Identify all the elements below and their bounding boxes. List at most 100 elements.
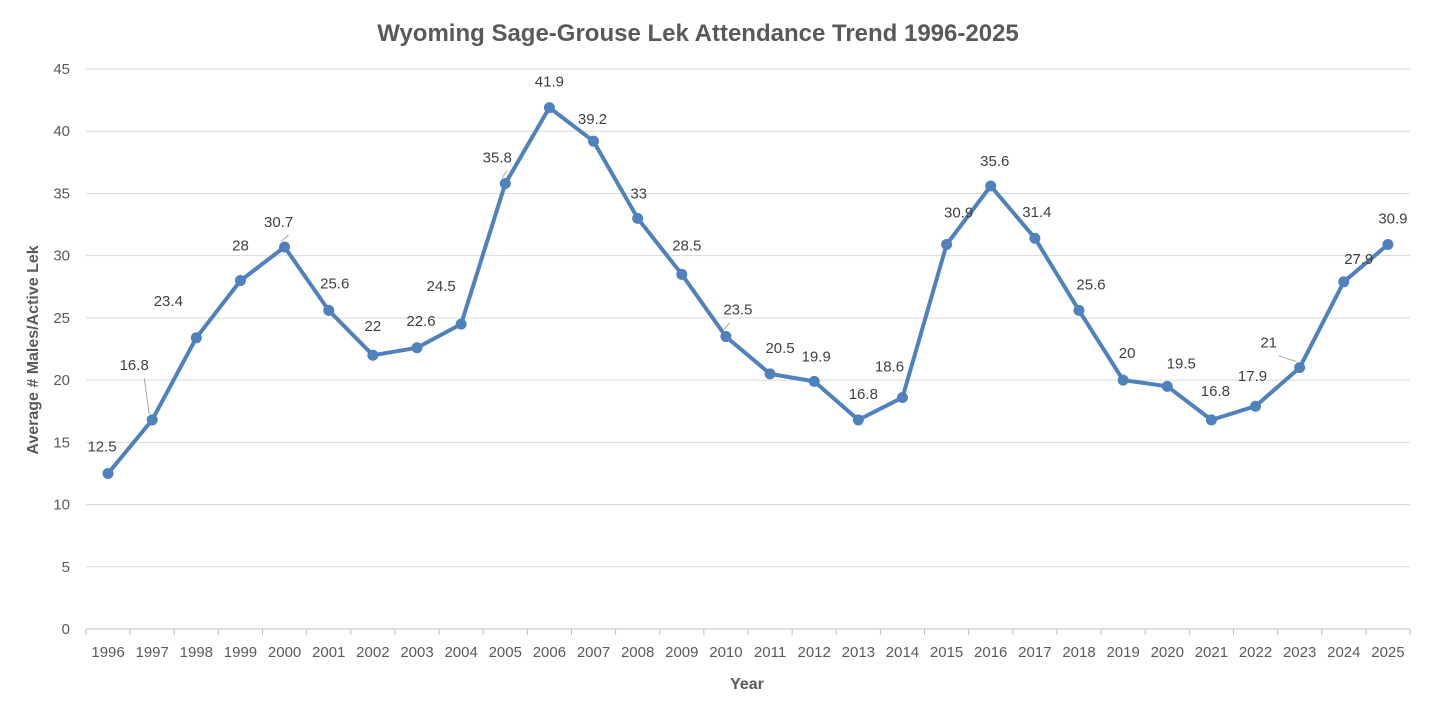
data-point <box>1029 232 1041 244</box>
x-tick-label: 2011 <box>754 644 786 661</box>
data-label: 27.9 <box>1344 251 1373 268</box>
data-point <box>764 368 776 380</box>
data-label: 23.5 <box>723 302 752 319</box>
data-point <box>676 268 688 280</box>
data-point <box>146 414 158 426</box>
y-tick-label: 30 <box>53 248 70 265</box>
x-tick-label: 2020 <box>1151 644 1184 661</box>
data-point <box>543 102 555 114</box>
data-label: 22.6 <box>406 313 435 330</box>
x-tick-label: 2018 <box>1062 644 1095 661</box>
data-point <box>896 392 908 404</box>
data-label: 41.9 <box>535 74 564 91</box>
data-point <box>1382 238 1394 250</box>
data-point <box>1205 414 1217 426</box>
data-point <box>234 275 246 287</box>
data-point <box>808 375 820 387</box>
series-line-layer <box>106 105 1390 476</box>
data-label: 23.4 <box>154 293 183 310</box>
data-point <box>323 304 335 316</box>
x-tick-label: 1996 <box>91 644 124 661</box>
data-label: 21 <box>1260 335 1277 352</box>
data-point <box>1250 400 1262 412</box>
data-label: 22 <box>365 318 382 335</box>
data-label: 28 <box>232 238 249 255</box>
data-label: 35.8 <box>483 149 512 166</box>
gridlines <box>86 68 1410 630</box>
leader-line <box>143 377 150 415</box>
x-axis-ticks: 1996 1997 1998 1999 2000 2001 2002 2003 2004 2005… <box>85 629 1411 661</box>
data-point <box>985 180 997 192</box>
data-point <box>102 467 114 479</box>
x-tick-label: 2000 <box>268 644 301 661</box>
x-tick-label: 2004 <box>444 644 477 661</box>
leader-line <box>1278 355 1297 363</box>
leader-line <box>501 170 508 178</box>
x-tick-label: 2008 <box>621 644 654 661</box>
data-label: 39.2 <box>578 111 607 128</box>
data-label: 30.9 <box>944 204 973 221</box>
data-point <box>190 332 202 344</box>
data-point <box>1294 362 1306 374</box>
data-point <box>720 331 732 343</box>
x-tick-label: 2024 <box>1327 644 1360 661</box>
x-tick-label: 2009 <box>665 644 698 661</box>
x-tick-label: 2003 <box>400 644 433 661</box>
x-tick-label: 2019 <box>1106 644 1139 661</box>
data-label: 20 <box>1119 345 1136 362</box>
data-point <box>455 318 467 330</box>
x-tick-label: 2006 <box>533 644 566 661</box>
x-tick-label: 2023 <box>1283 644 1316 661</box>
x-tick-label: 2025 <box>1371 644 1404 661</box>
y-axis-ticks: 0 5 10 15 20 25 30 35 40 45 <box>53 61 70 638</box>
data-label: 20.5 <box>765 340 794 357</box>
data-label: 28.5 <box>672 237 701 254</box>
y-tick-label: 20 <box>53 372 70 389</box>
data-label: 16.8 <box>120 357 149 374</box>
data-labels: 12.5 16.8 23.4 28 30.7 25.6 22 22.6 24.5 35.8 41.9… <box>87 74 1407 456</box>
y-axis-title: Average # Males/Active Lek <box>25 245 42 454</box>
y-tick-label: 0 <box>62 621 70 638</box>
x-tick-label: 1999 <box>224 644 257 661</box>
series-line <box>106 105 1390 476</box>
data-point <box>1073 304 1085 316</box>
chart-title: Wyoming Sage-Grouse Lek Attendance Trend… <box>377 20 1019 47</box>
data-point <box>1161 380 1173 392</box>
data-label: 24.5 <box>427 278 456 295</box>
y-tick-label: 5 <box>62 559 70 576</box>
y-tick-label: 10 <box>53 497 70 514</box>
leader-line <box>722 322 731 331</box>
data-point <box>941 238 953 250</box>
x-tick-label: 2015 <box>930 644 963 661</box>
data-label: 35.6 <box>980 153 1009 170</box>
x-tick-label: 2010 <box>709 644 742 661</box>
x-tick-label: 2007 <box>577 644 610 661</box>
x-tick-label: 2016 <box>974 644 1007 661</box>
y-tick-label: 25 <box>53 310 70 327</box>
data-label: 12.5 <box>87 438 116 455</box>
data-label: 16.8 <box>849 386 878 403</box>
data-label: 30.7 <box>264 214 293 231</box>
y-tick-label: 15 <box>53 434 70 451</box>
data-label: 18.6 <box>875 359 904 376</box>
data-point <box>632 212 644 224</box>
data-label: 25.6 <box>1076 276 1105 293</box>
data-label: 33 <box>630 185 647 202</box>
data-label: 25.6 <box>320 275 349 292</box>
x-tick-label: 2022 <box>1239 644 1272 661</box>
data-label: 30.9 <box>1378 210 1407 227</box>
data-point <box>852 414 864 426</box>
data-point <box>588 135 600 147</box>
data-label: 19.5 <box>1167 355 1196 372</box>
x-tick-label: 2005 <box>489 644 522 661</box>
y-tick-label: 45 <box>53 61 70 78</box>
data-point <box>279 241 291 253</box>
x-tick-label: 2013 <box>842 644 875 661</box>
leader-line <box>281 234 289 242</box>
data-label: 17.9 <box>1238 368 1267 385</box>
x-tick-label: 1998 <box>180 644 213 661</box>
data-point <box>499 177 511 189</box>
data-label: 31.4 <box>1022 204 1051 221</box>
x-tick-label: 2017 <box>1018 644 1051 661</box>
